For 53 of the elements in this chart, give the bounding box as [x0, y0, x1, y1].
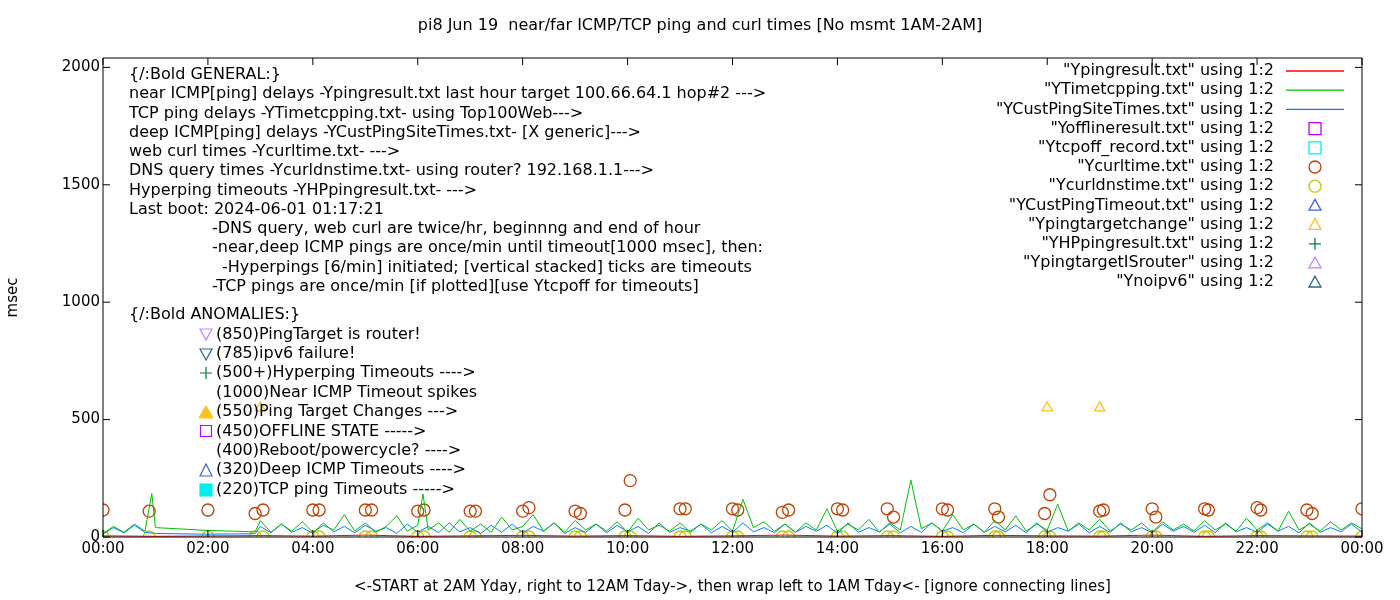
legend-label: "Ycurldnstime.txt" using 1:2 [1048, 175, 1274, 195]
annotation: TCP ping delays -YTimetcpping.txt- using Top100Web---> [128, 102, 584, 122]
annotation: deep ICMP[ping] delays -YCustPingSiteTimes.txt- [X generic]---> [129, 121, 642, 141]
x-tick-label: 02:00 [186, 538, 230, 557]
y-tick-label: 1500 [61, 174, 100, 193]
y-axis-title: msec [2, 277, 21, 318]
annotation: (550)Ping Target Changes ---> [216, 401, 459, 421]
x-axis-title: <-START at 2AM Yday, right to 12AM Tday->, then wrap left to 1AM Tday<- [ignore connecting lines] [354, 576, 1111, 595]
annotation: -DNS query, web curl are twice/hr, beginnng and end of hour [212, 218, 701, 238]
legend-label: "Ypingresult.txt" using 1:2 [1063, 60, 1274, 80]
annotation: web curl times -Ycurltime.txt- ---> [129, 141, 401, 161]
annotation: (320)Deep ICMP Timeouts ----> [216, 459, 466, 479]
legend-label: "Yofflineresult.txt" using 1:2 [1050, 117, 1274, 137]
x-tick-label: 12:00 [710, 538, 755, 557]
annotation: near ICMP[ping] delays -Ypingresult.txt last hour target 100.66.64.1 hop#2 ---> [129, 83, 767, 103]
x-tick-label: 18:00 [1025, 538, 1069, 557]
x-tick-label: 06:00 [396, 538, 440, 557]
annotation: -Hyperpings [6/min] initiated; [vertical stacked] ticks are timeouts [222, 256, 752, 276]
x-tick-label: 22:00 [1235, 538, 1279, 557]
x-tick-label: 16:00 [920, 538, 964, 557]
x-tick-label: 08:00 [501, 538, 545, 557]
legend-label: "YCustPingTimeout.txt" using 1:2 [1008, 194, 1274, 214]
annotation: (785)ipv6 failure! [216, 342, 356, 362]
legend-label: "Ytcpoff_record.txt" using 1:2 [1038, 136, 1274, 157]
annotation: -TCP pings are once/min [if plotted][use Ytcpoff for timeouts] [212, 275, 699, 295]
x-tick-label: 10:00 [605, 538, 650, 557]
annotation: (220)TCP ping Timeouts -----> [216, 478, 455, 498]
y-tick-label: 500 [71, 409, 100, 428]
annotation: (1000)Near ICMP Timeout spikes [216, 381, 478, 401]
annotation: (500+)Hyperping Timeouts ----> [216, 362, 476, 382]
legend-label: "YCustPingSiteTimes.txt" using 1:2 [995, 98, 1274, 118]
y-tick-label: 2000 [61, 57, 100, 76]
annotation: (850)PingTarget is router! [216, 323, 421, 343]
chart-title: pi8 Jun 19 near/far ICMP/TCP ping and curl times [No msmt 1AM-2AM] [417, 15, 983, 35]
x-tick-label: 04:00 [291, 538, 335, 557]
annotation: {/:Bold GENERAL:} [129, 64, 281, 84]
annotation: Last boot: 2024-06-01 01:17:21 [129, 198, 384, 218]
x-tick-label: 20:00 [1130, 538, 1174, 557]
legend-label: "YHPpingresult.txt" using 1:2 [1041, 232, 1274, 252]
x-tick-label: 00:00 [1340, 538, 1384, 557]
annotation: (400)Reboot/powercycle? ----> [216, 439, 462, 459]
y-tick-label: 1000 [61, 292, 100, 311]
annotation: -near,deep ICMP pings are once/min until timeout[1000 msec], then: [212, 237, 763, 257]
annotation: (450)OFFLINE STATE -----> [216, 420, 427, 440]
legend-label: "Ypingtargetchange" using 1:2 [1027, 213, 1274, 233]
legend-label: "Ycurltime.txt" using 1:2 [1077, 156, 1274, 176]
legend-label: "Ynoipv6" using 1:2 [1116, 271, 1274, 291]
annotation: Hyperping timeouts -YHPpingresult.txt- ---> [129, 179, 478, 199]
x-tick-label: 14:00 [815, 538, 860, 557]
annotation: {/:Bold ANOMALIES:} [129, 304, 301, 324]
legend-label: "YTimetcpping.txt" using 1:2 [1043, 79, 1274, 99]
annotation: DNS query times -Ycurldnstime.txt- using router? 192.168.1.1---> [129, 160, 654, 180]
legend-label: "YpingtargetISrouter" using 1:2 [1023, 252, 1274, 272]
